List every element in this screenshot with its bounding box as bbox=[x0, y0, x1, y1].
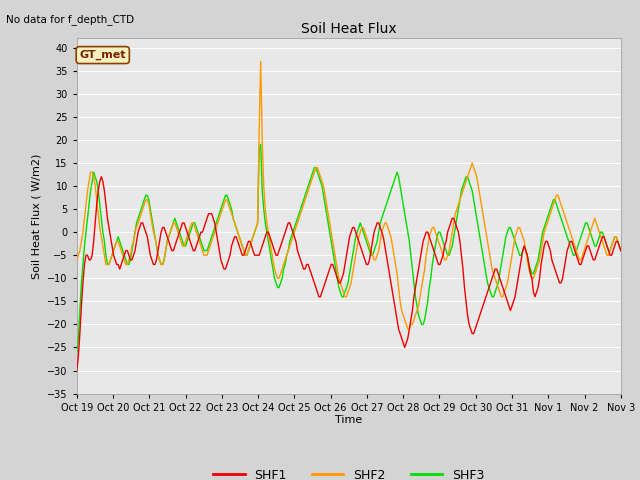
Title: Soil Heat Flux: Soil Heat Flux bbox=[301, 22, 397, 36]
Y-axis label: Soil Heat Flux ( W/m2): Soil Heat Flux ( W/m2) bbox=[31, 153, 42, 279]
Legend: SHF1, SHF2, SHF3: SHF1, SHF2, SHF3 bbox=[209, 464, 489, 480]
Text: GT_met: GT_met bbox=[79, 50, 126, 60]
Text: No data for f_depth_CTD: No data for f_depth_CTD bbox=[6, 14, 134, 25]
X-axis label: Time: Time bbox=[335, 415, 362, 425]
